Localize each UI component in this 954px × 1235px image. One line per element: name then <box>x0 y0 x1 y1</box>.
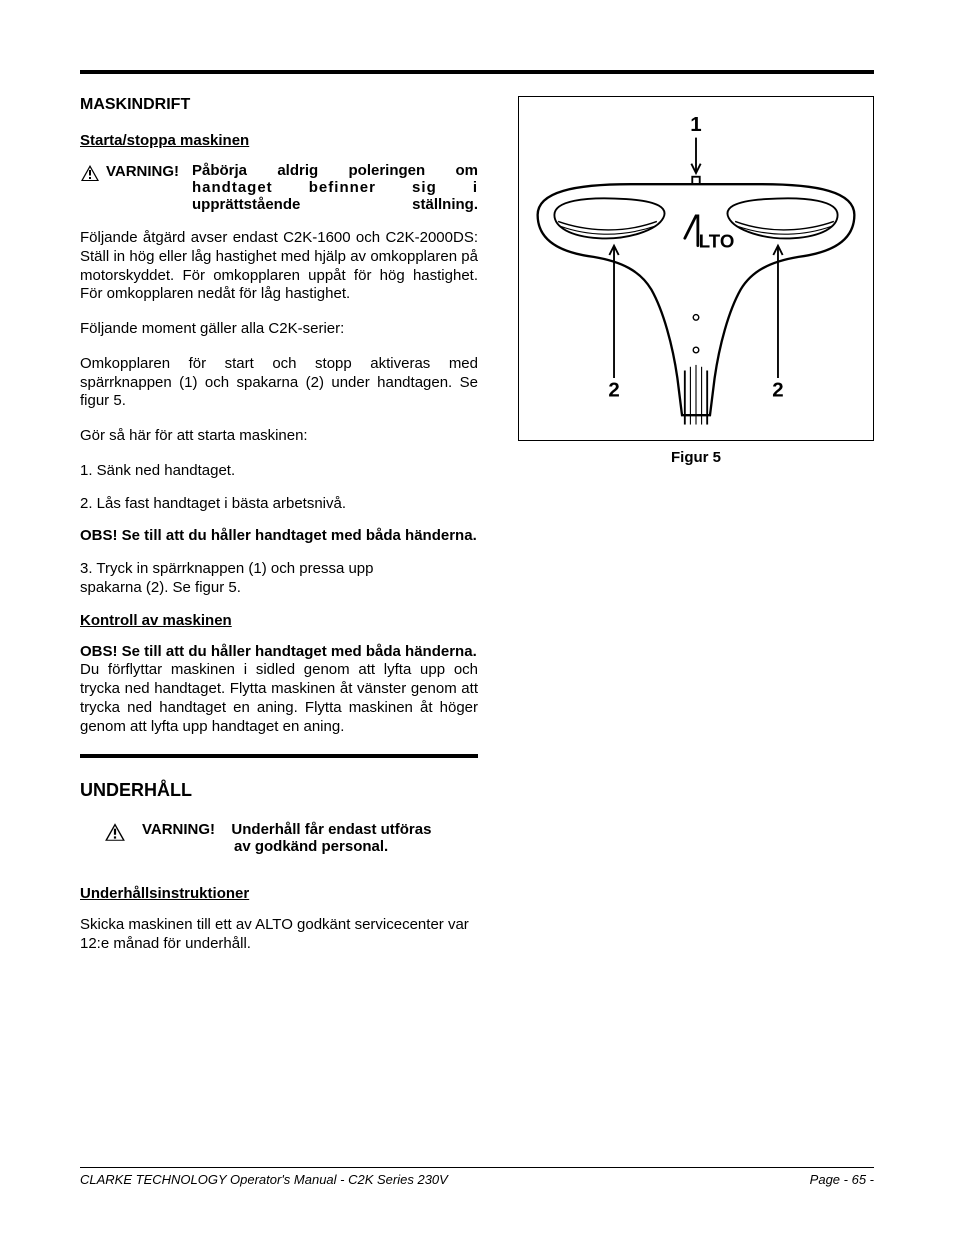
top-rule <box>80 70 874 74</box>
mid-rule <box>80 754 478 758</box>
note-2: OBS! Se till att du håller handtaget med… <box>80 643 478 662</box>
left-column: MASKINDRIFT Starta/stoppa maskinen VARNI… <box>80 96 478 970</box>
step-2: 2. Lås fast handtaget i bästa arbetsnivå… <box>80 495 478 514</box>
right-column: 1 LTO <box>518 96 874 970</box>
warning-2-line2: av godkänd personal. <box>234 838 388 855</box>
warning-1: VARNING! Påbörja aldrig poleringen om ha… <box>80 163 478 213</box>
footer-left: CLARKE TECHNOLOGY Operator's Manual - C2… <box>80 1172 448 1187</box>
fig-label-1: 1 <box>690 113 701 136</box>
warning-1-body: Påbörja aldrig poleringen om handtaget b… <box>192 162 478 213</box>
warning-2-text-wrap: VARNING! Underhåll får endast utföras av… <box>142 821 431 855</box>
para-3: Omkopplaren för start och stopp aktivera… <box>80 355 478 411</box>
subhead-control: Kontroll av maskinen <box>80 612 232 629</box>
section1-title: MASKINDRIFT <box>80 96 478 114</box>
note-1: OBS! Se till att du håller handtaget med… <box>80 527 478 546</box>
figure-5-box: 1 LTO <box>518 96 874 441</box>
warning-triangle-icon <box>104 822 126 846</box>
handle-illustration: 1 LTO <box>519 97 873 440</box>
subhead-maint: Underhållsinstruktioner <box>80 885 249 902</box>
page-footer: CLARKE TECHNOLOGY Operator's Manual - C2… <box>80 1167 874 1187</box>
step-3b: spakarna (2). Se figur 5. <box>80 579 478 598</box>
para-2: Följande moment gäller alla C2K-serier: <box>80 320 478 339</box>
warning-triangle-icon <box>80 164 100 186</box>
figure-caption: Figur 5 <box>518 449 874 466</box>
step-3a: 3. Tryck in spärrknappen (1) och pressa … <box>80 560 478 579</box>
main-columns: MASKINDRIFT Starta/stoppa maskinen VARNI… <box>80 96 874 970</box>
warning-2: VARNING! Underhåll får endast utföras av… <box>104 821 478 855</box>
subhead-start-stop: Starta/stoppa maskinen <box>80 132 249 149</box>
footer-rule <box>80 1167 874 1168</box>
logo-text: LTO <box>699 231 735 252</box>
para-1: Följande åtgärd avser endast C2K-1600 oc… <box>80 229 478 304</box>
fig-label-2a: 2 <box>608 379 619 402</box>
fig-label-2b: 2 <box>772 379 783 402</box>
para-5: Du förflyttar maskinen i sidled genom at… <box>80 661 478 736</box>
warning-2-label: VARNING! <box>142 821 215 838</box>
footer-right: Page - 65 - <box>810 1172 874 1187</box>
warning-1-label: VARNING! <box>106 163 179 180</box>
maint-para: Skicka maskinen till ett av ALTO godkänt… <box>80 916 478 954</box>
para-4: Gör så här för att starta maskinen: <box>80 427 478 446</box>
step-1: 1. Sänk ned handtaget. <box>80 462 478 481</box>
warning-1-text-wrap: VARNING! Påbörja aldrig poleringen om ha… <box>106 163 478 213</box>
section2-title: UNDERHÅLL <box>80 780 478 801</box>
